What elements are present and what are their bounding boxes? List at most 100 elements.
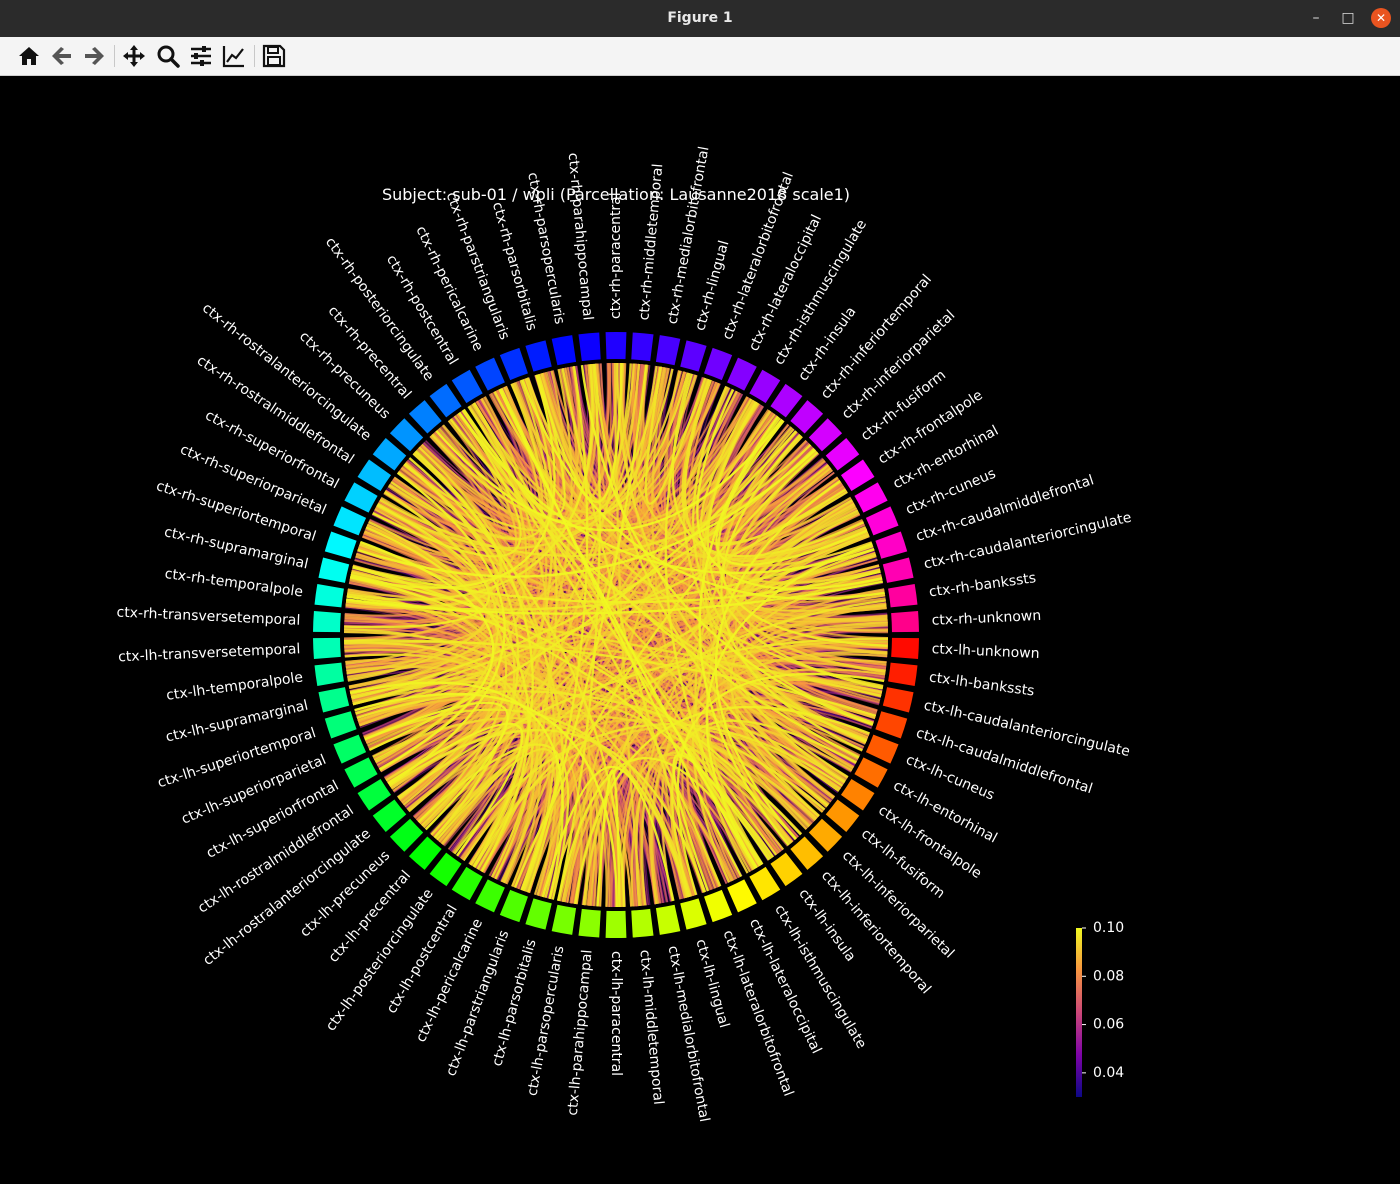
connection-edge xyxy=(344,641,534,880)
node-wedge xyxy=(451,369,483,404)
node-label: ctx-lh-lingual xyxy=(692,937,732,1029)
close-icon[interactable]: ✕ xyxy=(1371,8,1391,28)
save-button[interactable] xyxy=(261,43,287,69)
connectivity-circle-plot: ctx-rh-unknownctx-rh-banksstsctx-rh-caud… xyxy=(116,145,1133,1123)
window-title: Figure 1 xyxy=(667,10,733,26)
node-wedge xyxy=(825,799,860,832)
navigation-toolbar xyxy=(0,37,1400,76)
pan-button[interactable] xyxy=(121,43,147,69)
node-wedge xyxy=(605,332,627,360)
node-wedge xyxy=(888,662,918,686)
connection-edge xyxy=(666,370,885,599)
node-label: ctx-lh-middletemporal xyxy=(636,949,666,1105)
connection-edge xyxy=(520,364,648,891)
connection-edge xyxy=(389,728,707,893)
connection-edge xyxy=(415,449,534,868)
node-wedge xyxy=(318,557,350,583)
node-wedge xyxy=(631,908,654,938)
node-label: ctx-rh-parahippocampal xyxy=(565,152,596,321)
node-wedge xyxy=(840,459,875,491)
magnifier-icon xyxy=(157,45,180,68)
connection-edge xyxy=(644,366,707,505)
zoom-button[interactable] xyxy=(155,43,181,69)
connection-edge xyxy=(350,363,595,586)
node-ring xyxy=(313,332,919,939)
configure-subplots-button[interactable] xyxy=(188,43,214,69)
connection-edge xyxy=(346,573,484,613)
connection-edge xyxy=(436,747,559,893)
node-wedge xyxy=(525,898,552,930)
node-wedge xyxy=(704,347,733,381)
arrow-right-icon xyxy=(85,47,104,65)
node-label: ctx-lh-bankssts xyxy=(928,669,1035,699)
colorbar-gradient xyxy=(1076,928,1082,1097)
connection-edge xyxy=(557,757,764,902)
node-wedge xyxy=(875,711,908,739)
connection-edge xyxy=(556,363,601,902)
connection-edge xyxy=(346,364,594,601)
connection-edge xyxy=(672,753,770,892)
node-wedge xyxy=(840,779,875,811)
connection-edge xyxy=(596,769,621,907)
node-wedge xyxy=(680,898,707,930)
node-wedge xyxy=(551,335,577,366)
connection-edge xyxy=(390,378,553,541)
connection-edge xyxy=(357,449,817,578)
window-titlebar: Figure 1 – □ ✕ xyxy=(0,0,1400,37)
connection-edge xyxy=(346,580,883,615)
node-wedge xyxy=(865,506,899,536)
connection-edge xyxy=(378,500,792,845)
node-wedge xyxy=(888,584,918,608)
node-wedge xyxy=(825,438,860,471)
node-wedge xyxy=(357,459,392,491)
connection-edge xyxy=(715,419,868,566)
node-wedge xyxy=(891,611,919,633)
node-wedge xyxy=(389,418,424,452)
connection-edge xyxy=(676,672,885,896)
home-button[interactable] xyxy=(16,43,42,69)
minimize-icon[interactable]: – xyxy=(1312,10,1320,26)
connection-edge xyxy=(372,412,522,558)
back-button[interactable] xyxy=(49,43,75,69)
node-wedge xyxy=(808,418,843,452)
connection-edge xyxy=(717,417,888,647)
connection-edge xyxy=(670,622,888,899)
node-label: ctx-lh-transversetemporal xyxy=(118,641,301,665)
connection-edge xyxy=(364,701,509,831)
colorbar: 0.10 0.08 0.06 0.04 xyxy=(1076,920,1124,1097)
connection-edge xyxy=(388,370,682,541)
node-wedge xyxy=(770,852,803,887)
connection-edge xyxy=(357,697,733,882)
connection-edge xyxy=(359,540,495,771)
node-label: ctx-rh-paracentral xyxy=(608,192,624,319)
forward-button[interactable] xyxy=(81,43,107,69)
connection-edge xyxy=(387,722,524,857)
colorbar-tick-label: 0.06 xyxy=(1093,1017,1124,1033)
node-label: ctx-rh-bankssts xyxy=(928,570,1037,600)
node-wedge xyxy=(313,637,341,659)
floppy-disk-icon xyxy=(262,44,286,68)
node-wedge xyxy=(318,687,350,713)
node-wedge xyxy=(655,335,681,366)
connection-edge xyxy=(705,542,873,869)
node-wedge xyxy=(408,836,442,870)
connection-edge xyxy=(580,364,874,726)
figure-canvas[interactable]: ctx-rh-unknown ctx-rh-bankssts ctx-rh-caud… xyxy=(0,76,1400,1184)
node-label: ctx-rh-unknown xyxy=(931,608,1041,629)
node-wedge xyxy=(770,383,803,418)
node-wedge xyxy=(854,482,888,513)
node-wedge xyxy=(854,757,888,788)
maximize-icon[interactable]: □ xyxy=(1341,10,1355,26)
connection-edge xyxy=(671,719,857,898)
colorbar-tick-label: 0.08 xyxy=(1093,968,1124,984)
connection-edges xyxy=(344,362,888,908)
connection-edge xyxy=(351,448,816,700)
move-icon xyxy=(123,45,145,67)
connection-edge xyxy=(714,480,841,840)
node-wedge xyxy=(655,904,681,935)
node-wedge xyxy=(313,611,341,633)
node-label: ctx-rh-frontalpole xyxy=(875,387,985,467)
edit-axes-button[interactable] xyxy=(221,43,247,69)
node-wedge xyxy=(324,531,357,559)
node-wedge xyxy=(727,879,757,913)
